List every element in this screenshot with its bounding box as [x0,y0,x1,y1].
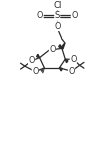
Text: O: O [49,45,56,54]
Text: O: O [68,67,75,76]
Polygon shape [59,68,62,71]
Text: Cl: Cl [53,1,61,10]
Text: O: O [54,22,60,31]
Polygon shape [59,45,62,49]
Text: O: O [71,11,78,20]
Text: O: O [28,56,35,65]
Text: O: O [70,55,77,64]
Polygon shape [65,59,68,63]
Polygon shape [37,54,40,58]
Text: O: O [37,11,43,20]
Text: S: S [55,11,60,20]
Polygon shape [61,43,65,49]
Text: O: O [32,67,39,76]
